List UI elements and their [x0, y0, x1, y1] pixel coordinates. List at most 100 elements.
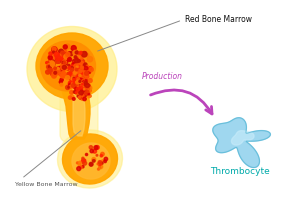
Circle shape: [66, 53, 68, 56]
Circle shape: [56, 67, 61, 72]
Circle shape: [68, 81, 74, 86]
Circle shape: [86, 88, 89, 92]
Circle shape: [66, 85, 70, 89]
Circle shape: [62, 65, 66, 69]
Circle shape: [71, 46, 76, 51]
Circle shape: [80, 86, 82, 89]
Ellipse shape: [58, 130, 122, 188]
Circle shape: [78, 71, 82, 74]
Circle shape: [69, 83, 71, 86]
Circle shape: [77, 95, 79, 97]
Circle shape: [67, 72, 72, 78]
Circle shape: [50, 61, 54, 65]
Circle shape: [74, 82, 77, 86]
Circle shape: [82, 76, 85, 79]
Circle shape: [89, 146, 92, 149]
Circle shape: [76, 74, 78, 76]
Circle shape: [81, 85, 82, 87]
Circle shape: [70, 68, 74, 71]
Circle shape: [78, 94, 81, 97]
Circle shape: [76, 70, 79, 73]
Circle shape: [52, 52, 54, 54]
Circle shape: [51, 56, 53, 58]
Circle shape: [60, 83, 63, 86]
Circle shape: [83, 73, 88, 77]
Circle shape: [77, 61, 83, 66]
Circle shape: [64, 50, 67, 52]
Circle shape: [101, 162, 103, 164]
Circle shape: [81, 93, 84, 97]
Circle shape: [70, 81, 72, 83]
Circle shape: [84, 63, 87, 66]
Circle shape: [73, 79, 75, 81]
Circle shape: [79, 80, 81, 82]
Circle shape: [69, 85, 72, 88]
Circle shape: [56, 57, 62, 62]
Circle shape: [71, 77, 74, 80]
Circle shape: [76, 68, 80, 71]
Circle shape: [83, 88, 85, 90]
Circle shape: [62, 72, 66, 76]
Circle shape: [77, 71, 80, 74]
Circle shape: [46, 65, 50, 69]
Circle shape: [57, 68, 60, 71]
Circle shape: [74, 78, 77, 80]
Circle shape: [89, 163, 92, 166]
Circle shape: [54, 70, 59, 75]
Circle shape: [79, 71, 82, 74]
Circle shape: [92, 160, 95, 162]
Circle shape: [78, 60, 80, 62]
Circle shape: [82, 52, 87, 57]
Circle shape: [81, 78, 83, 80]
Circle shape: [79, 96, 81, 99]
Circle shape: [63, 69, 65, 71]
Circle shape: [79, 89, 81, 91]
Circle shape: [61, 65, 66, 70]
Circle shape: [74, 87, 76, 89]
Circle shape: [60, 55, 64, 59]
Circle shape: [61, 51, 65, 56]
Circle shape: [85, 153, 88, 156]
Circle shape: [56, 55, 61, 61]
Circle shape: [79, 74, 82, 77]
Circle shape: [84, 81, 87, 85]
Circle shape: [64, 55, 68, 59]
Circle shape: [74, 58, 79, 63]
Circle shape: [50, 71, 55, 76]
Circle shape: [63, 59, 68, 64]
Circle shape: [72, 61, 78, 67]
Circle shape: [77, 167, 81, 171]
Circle shape: [60, 58, 65, 63]
Circle shape: [93, 149, 97, 153]
Circle shape: [76, 91, 78, 94]
Circle shape: [80, 68, 85, 74]
Circle shape: [78, 69, 81, 73]
Circle shape: [76, 75, 78, 78]
Circle shape: [52, 56, 56, 60]
Circle shape: [46, 64, 51, 68]
Circle shape: [79, 61, 84, 66]
Circle shape: [80, 66, 83, 69]
Circle shape: [78, 81, 80, 82]
Circle shape: [82, 88, 86, 92]
Circle shape: [81, 74, 85, 77]
Circle shape: [52, 51, 55, 53]
Polygon shape: [231, 131, 254, 145]
Circle shape: [80, 95, 82, 98]
Circle shape: [82, 157, 84, 159]
Circle shape: [53, 51, 56, 54]
Circle shape: [90, 149, 94, 153]
Circle shape: [72, 67, 76, 71]
Circle shape: [71, 77, 76, 83]
Circle shape: [80, 71, 82, 73]
Circle shape: [58, 69, 63, 73]
Circle shape: [85, 87, 86, 89]
Circle shape: [86, 67, 89, 70]
Circle shape: [63, 62, 66, 64]
Circle shape: [79, 89, 82, 93]
Circle shape: [84, 72, 88, 75]
Circle shape: [84, 71, 86, 73]
Circle shape: [79, 71, 83, 76]
Circle shape: [74, 56, 77, 58]
Circle shape: [81, 97, 84, 100]
